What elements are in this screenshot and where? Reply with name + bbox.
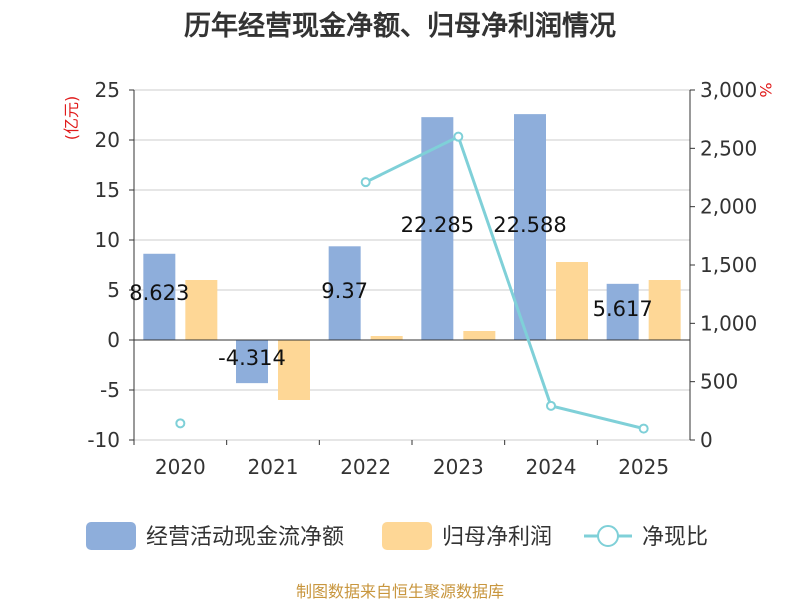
right-tick-label: 3,000	[700, 78, 757, 102]
left-tick-label: 25	[95, 78, 120, 102]
x-tick-label: 2024	[526, 455, 577, 479]
cashflow-data-label: 9.37	[321, 279, 368, 303]
left-axis-unit: (亿元)	[62, 96, 81, 141]
ratio-point	[546, 400, 556, 411]
chart-title: 历年经营现金净额、归母净利润情况	[184, 11, 616, 42]
x-tick-label: 2025	[618, 455, 669, 479]
bar-profit	[463, 331, 496, 340]
bar-profit	[648, 280, 681, 340]
x-tick-label: 2022	[340, 455, 391, 479]
cashflow-data-label: 22.588	[493, 213, 566, 237]
bar-cashflow	[328, 246, 361, 340]
legend-label-cashflow: 经营活动现金流净额	[146, 525, 344, 550]
legend-label-profit: 归母净利润	[442, 525, 552, 550]
bar-profit	[556, 262, 588, 340]
ratio-point	[175, 418, 186, 429]
right-tick-label: 1,000	[700, 311, 757, 335]
bar-cashflow	[143, 253, 176, 340]
bar-profit	[370, 336, 403, 340]
right-tick-label: 2,000	[700, 195, 757, 219]
cashflow-data-label: 8.623	[129, 281, 189, 305]
left-tick-label: -10	[87, 428, 120, 452]
left-tick-label: 5	[107, 278, 120, 302]
ratio-point	[638, 423, 649, 434]
cashflow-data-label: -4.314	[218, 346, 286, 370]
right-tick-label: 500	[700, 370, 738, 394]
bar-cashflow	[606, 283, 639, 340]
x-tick-label: 2023	[433, 455, 484, 479]
bar-profit	[278, 340, 310, 400]
x-tick-label: 2020	[155, 455, 206, 479]
left-tick-label: 10	[95, 228, 120, 252]
source-note: 制图数据来自恒生聚源数据库	[295, 582, 504, 601]
bar-cashflow	[514, 114, 546, 341]
right-axis-unit: %	[756, 82, 775, 97]
bar-cashflow	[236, 340, 268, 384]
cashflow-data-label: 5.617	[593, 297, 653, 321]
left-tick-label: 15	[95, 178, 120, 202]
left-tick-label: -5	[100, 378, 120, 402]
right-tick-label: 2,500	[700, 136, 757, 160]
ratio-line	[365, 134, 645, 431]
bar-cashflow	[421, 117, 454, 341]
right-tick-label: 1,500	[700, 253, 757, 277]
legend-marker-ratio	[597, 525, 619, 547]
ratio-point	[453, 131, 464, 142]
x-tick-label: 2021	[248, 455, 299, 479]
left-tick-label: 20	[95, 128, 120, 152]
ratio-point	[360, 177, 371, 188]
legend-label-ratio: 净现比	[642, 525, 708, 550]
left-tick-label: 0	[107, 328, 120, 352]
legend-swatch-profit	[382, 522, 432, 550]
legend-swatch-cashflow	[86, 522, 136, 550]
right-tick-label: 0	[700, 428, 713, 452]
bar-profit	[185, 280, 218, 340]
cashflow-data-label: 22.285	[401, 213, 474, 237]
